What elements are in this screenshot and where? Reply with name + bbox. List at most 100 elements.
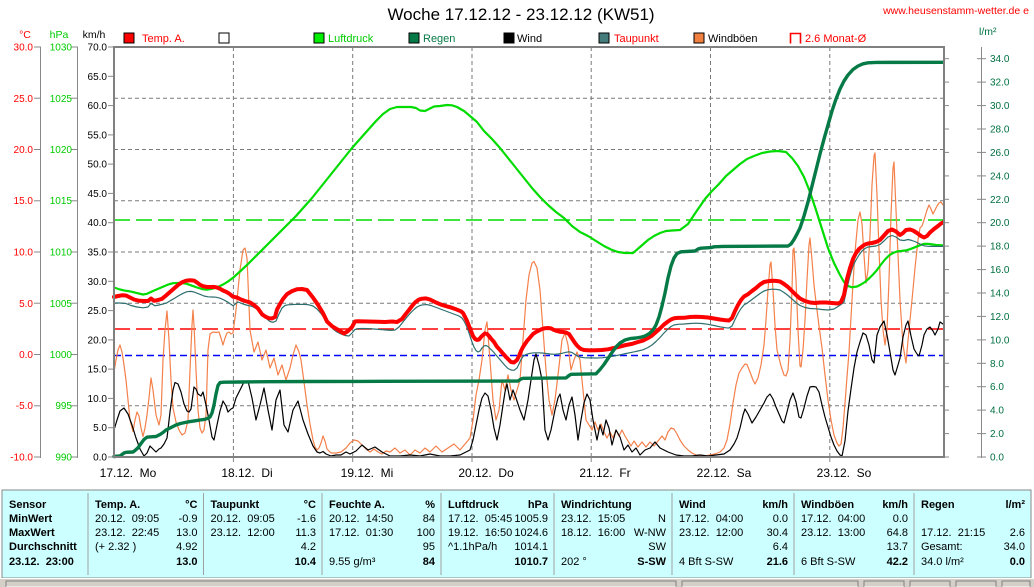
svg-text:19.12. Mi: 19.12. Mi bbox=[341, 466, 394, 480]
svg-text:6.4: 6.4 bbox=[773, 541, 788, 553]
svg-text:60.0: 60.0 bbox=[88, 101, 108, 112]
svg-text:20.12. 09:05: 20.12. 09:05 bbox=[211, 513, 275, 525]
svg-text:18.12. Di: 18.12. Di bbox=[221, 466, 272, 480]
svg-text:17.12. Mo: 17.12. Mo bbox=[100, 466, 157, 480]
svg-text:26.0: 26.0 bbox=[990, 148, 1010, 159]
svg-text:1025: 1025 bbox=[50, 94, 73, 105]
svg-text:13.0: 13.0 bbox=[176, 556, 197, 568]
svg-text:20.12. Do: 20.12. Do bbox=[458, 466, 514, 480]
svg-text:km/h: km/h bbox=[882, 499, 908, 511]
svg-text:0.0: 0.0 bbox=[1010, 556, 1025, 568]
svg-text:16.0: 16.0 bbox=[990, 265, 1010, 276]
svg-text:35.0: 35.0 bbox=[88, 248, 108, 259]
svg-text:4 Bft S-SW: 4 Bft S-SW bbox=[679, 556, 734, 568]
svg-text:Taupunkt: Taupunkt bbox=[211, 499, 260, 511]
svg-text:45.0: 45.0 bbox=[88, 189, 108, 200]
svg-text:2.6: 2.6 bbox=[1010, 527, 1025, 539]
svg-text:1000: 1000 bbox=[50, 350, 73, 361]
svg-text:1024.6: 1024.6 bbox=[514, 527, 548, 539]
svg-text:14.0: 14.0 bbox=[990, 289, 1010, 300]
svg-text:km/h: km/h bbox=[762, 499, 788, 511]
svg-text:65.0: 65.0 bbox=[88, 72, 108, 83]
svg-text:Windrichtung: Windrichtung bbox=[561, 499, 632, 511]
svg-text:0.0: 0.0 bbox=[773, 513, 788, 525]
svg-text:25.0: 25.0 bbox=[14, 94, 34, 105]
svg-text:1010.7: 1010.7 bbox=[514, 556, 548, 568]
svg-text:1014.1: 1014.1 bbox=[514, 541, 548, 553]
svg-text:22.12. Sa: 22.12. Sa bbox=[697, 466, 752, 480]
svg-text:Feuchte A.: Feuchte A. bbox=[329, 499, 385, 511]
svg-text:55.0: 55.0 bbox=[88, 130, 108, 141]
svg-text:23.12. 13:00: 23.12. 13:00 bbox=[801, 527, 865, 539]
svg-text:18.0: 18.0 bbox=[990, 242, 1010, 253]
svg-text:23.12. So: 23.12. So bbox=[817, 466, 872, 480]
svg-text:-0.9: -0.9 bbox=[179, 513, 198, 525]
svg-text:km/h: km/h bbox=[83, 29, 106, 41]
svg-text:30.0: 30.0 bbox=[14, 43, 34, 54]
svg-text:21.12. Fr: 21.12. Fr bbox=[579, 466, 630, 480]
svg-text:Gesamt:: Gesamt: bbox=[921, 541, 963, 553]
svg-text:-10.0: -10.0 bbox=[10, 453, 33, 464]
svg-text:20.0: 20.0 bbox=[990, 218, 1010, 229]
svg-text:25.0: 25.0 bbox=[88, 306, 108, 317]
svg-text:19.12. 16:50: 19.12. 16:50 bbox=[448, 527, 512, 539]
svg-text:17.12. 21:15: 17.12. 21:15 bbox=[921, 527, 985, 539]
svg-text:MinWert: MinWert bbox=[9, 513, 53, 525]
svg-text:28.0: 28.0 bbox=[990, 125, 1010, 136]
svg-text:Woche 17.12.12 - 23.12.12 (KW5: Woche 17.12.12 - 23.12.12 (KW51) bbox=[387, 5, 654, 24]
svg-text:(+ 2.32 ): (+ 2.32 ) bbox=[95, 541, 136, 553]
svg-text:30.0: 30.0 bbox=[88, 277, 108, 288]
svg-text:0.0: 0.0 bbox=[893, 513, 908, 525]
svg-text:23.12. 15:05: 23.12. 15:05 bbox=[561, 513, 625, 525]
svg-text:5.0: 5.0 bbox=[19, 299, 33, 310]
svg-text:40.0: 40.0 bbox=[88, 218, 108, 229]
svg-text:Windböen: Windböen bbox=[801, 499, 854, 511]
svg-text:l/m²: l/m² bbox=[979, 26, 997, 38]
svg-text:995: 995 bbox=[55, 401, 72, 412]
svg-text:34.0: 34.0 bbox=[1004, 541, 1025, 553]
svg-text:34.0: 34.0 bbox=[990, 54, 1010, 65]
svg-text:17.12. 04:00: 17.12. 04:00 bbox=[679, 513, 743, 525]
svg-text:Regen: Regen bbox=[423, 33, 455, 45]
svg-text:Regen: Regen bbox=[921, 499, 955, 511]
svg-text:34.0 l/m²: 34.0 l/m² bbox=[921, 556, 964, 568]
svg-text:2.6 Monat-Ø: 2.6 Monat-Ø bbox=[805, 33, 867, 45]
svg-text:13.7: 13.7 bbox=[887, 541, 908, 553]
svg-text:1020: 1020 bbox=[50, 145, 73, 156]
svg-text:17.12. 04:00: 17.12. 04:00 bbox=[801, 513, 865, 525]
svg-text:0.0: 0.0 bbox=[19, 350, 33, 361]
svg-text:17.12. 01:30: 17.12. 01:30 bbox=[329, 527, 393, 539]
svg-text:11.3: 11.3 bbox=[295, 527, 316, 539]
svg-text:%: % bbox=[425, 499, 435, 511]
svg-text:23.12. 12:00: 23.12. 12:00 bbox=[211, 527, 275, 539]
svg-text:20.12. 14:50: 20.12. 14:50 bbox=[329, 513, 393, 525]
svg-text:18.12. 16:00: 18.12. 16:00 bbox=[561, 527, 625, 539]
svg-text:10.4: 10.4 bbox=[295, 556, 317, 568]
svg-text:6 Bft S-SW: 6 Bft S-SW bbox=[801, 556, 856, 568]
svg-text:95: 95 bbox=[423, 541, 435, 553]
svg-text:N: N bbox=[658, 513, 666, 525]
svg-text:4.0: 4.0 bbox=[990, 406, 1004, 417]
svg-text:°C: °C bbox=[304, 499, 316, 511]
svg-text:Wind: Wind bbox=[679, 499, 706, 511]
svg-text:0.0: 0.0 bbox=[990, 453, 1004, 464]
svg-text:SW: SW bbox=[648, 541, 666, 553]
svg-text:W-NW: W-NW bbox=[634, 527, 667, 539]
svg-text:MaxWert: MaxWert bbox=[9, 527, 55, 539]
svg-text:13.0: 13.0 bbox=[176, 527, 197, 539]
svg-text:S-SW: S-SW bbox=[637, 556, 666, 568]
svg-text:20.12. 09:05: 20.12. 09:05 bbox=[95, 513, 159, 525]
svg-text:8.0: 8.0 bbox=[990, 359, 1004, 370]
svg-text:1010: 1010 bbox=[50, 248, 73, 259]
svg-text:6.0: 6.0 bbox=[990, 382, 1004, 393]
svg-text:10.0: 10.0 bbox=[990, 335, 1010, 346]
svg-text:1015: 1015 bbox=[50, 196, 73, 207]
svg-text:1030: 1030 bbox=[50, 43, 73, 54]
svg-text:Durchschnitt: Durchschnitt bbox=[9, 541, 77, 553]
svg-text:84: 84 bbox=[423, 513, 435, 525]
svg-text:Windböen: Windböen bbox=[708, 33, 758, 45]
svg-text:15.0: 15.0 bbox=[88, 365, 108, 376]
svg-text:Sensor: Sensor bbox=[9, 499, 47, 511]
svg-text:23.12. 22:45: 23.12. 22:45 bbox=[95, 527, 159, 539]
svg-text:4.2: 4.2 bbox=[301, 541, 316, 553]
